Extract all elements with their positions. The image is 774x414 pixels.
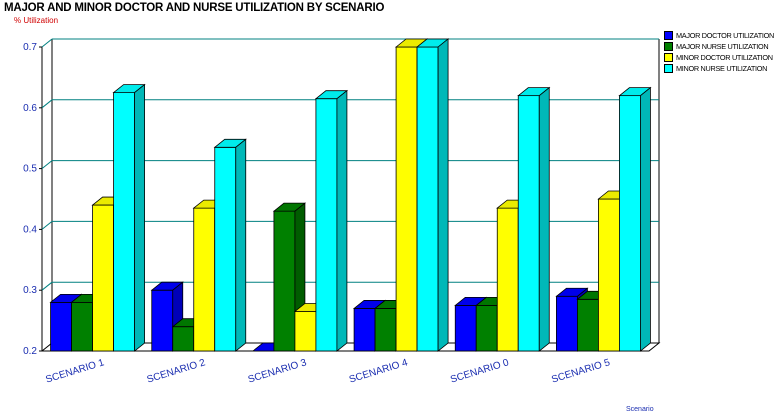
y-axis-ticks: 0.2 0.3 0.4 0.5 0.6 0.7	[23, 42, 42, 357]
y-tick-label: 0.5	[23, 164, 37, 175]
gridline-diagonal	[41, 221, 53, 230]
gridline-diagonal	[41, 281, 53, 291]
bar-front	[374, 308, 397, 352]
bar-front	[92, 204, 114, 352]
x-tick-label: SCENARIO 2	[146, 357, 208, 385]
bar	[314, 89, 349, 352]
x-tick-label: SCENARIO 0	[449, 357, 511, 385]
bar-front	[556, 295, 578, 352]
bar-front	[71, 301, 93, 352]
legend-label: MINOR NURSE UTILIZATION	[676, 64, 768, 73]
legend: MAJOR DOCTOR UTILIZATION MAJOR NURSE UTIL…	[664, 30, 774, 74]
legend-swatch	[664, 31, 673, 40]
x-tick-label: SCENARIO 5	[550, 357, 612, 385]
bar-front	[619, 95, 641, 352]
x-tick-label: SCENARIO 1	[44, 357, 106, 385]
y-tick-label: 0.2	[23, 346, 37, 357]
chart-title: MAJOR AND MINOR DOCTOR AND NURSE UTILIZA…	[4, 2, 385, 14]
bar-front	[50, 301, 72, 352]
legend-item: MAJOR DOCTOR UTILIZATION	[664, 30, 774, 41]
y-tick-label: 0.6	[23, 103, 37, 114]
bars	[49, 38, 652, 352]
bar	[112, 83, 146, 352]
legend-item: MINOR NURSE UTILIZATION	[664, 63, 774, 74]
gridline-diagonal	[41, 160, 53, 169]
bar-side	[336, 89, 348, 352]
bar-side	[538, 86, 550, 352]
legend-label: MAJOR DOCTOR UTILIZATION	[676, 31, 774, 40]
legend-swatch	[664, 42, 673, 51]
bar	[213, 138, 247, 352]
bar-front	[315, 98, 338, 352]
bar-front	[496, 207, 519, 352]
bar-front	[577, 298, 599, 352]
bar-front	[416, 46, 439, 352]
bar-front	[214, 146, 237, 352]
bar-side	[134, 83, 145, 352]
x-axis-ticks: SCENARIO 1 SCENARIO 2 SCENARIO 3 SCENARIO 4…	[44, 357, 611, 385]
x-axis-label: Scenario	[626, 406, 654, 413]
bar	[517, 86, 551, 352]
bar-front	[353, 308, 376, 352]
bar-front	[273, 210, 296, 352]
bar-front	[598, 198, 620, 352]
gridline-diagonal	[41, 99, 53, 109]
legend-swatch	[664, 64, 673, 73]
bar-front	[151, 289, 174, 352]
bar	[415, 38, 450, 352]
y-tick-label: 0.3	[23, 285, 37, 296]
y-tick-label: 0.4	[23, 224, 37, 235]
bar-front	[517, 95, 540, 352]
bar-side	[640, 86, 651, 352]
gridline-diagonal	[41, 38, 53, 48]
bar-front	[454, 304, 477, 352]
legend-label: MINOR DOCTOR UTILIZATION	[676, 53, 773, 62]
y-tick-label: 0.7	[23, 42, 37, 53]
bar-side	[235, 138, 247, 352]
bar-side	[437, 38, 449, 352]
y-axis-label: % Utilization	[14, 16, 59, 25]
legend-label: MAJOR NURSE UTILIZATION	[676, 42, 769, 51]
legend-item: MAJOR NURSE UTILIZATION	[664, 41, 774, 52]
x-tick-label: SCENARIO 4	[348, 357, 410, 385]
bar-front	[193, 207, 216, 352]
legend-swatch	[664, 53, 673, 62]
bar-front	[172, 326, 195, 352]
grid-lines	[41, 38, 659, 291]
bar	[618, 86, 652, 352]
bar-front	[294, 311, 317, 352]
legend-item: MINOR DOCTOR UTILIZATION	[664, 52, 774, 63]
bar-front	[113, 92, 135, 352]
bar-front	[475, 304, 498, 352]
x-tick-label: SCENARIO 3	[247, 357, 309, 385]
bar-front	[395, 46, 418, 352]
